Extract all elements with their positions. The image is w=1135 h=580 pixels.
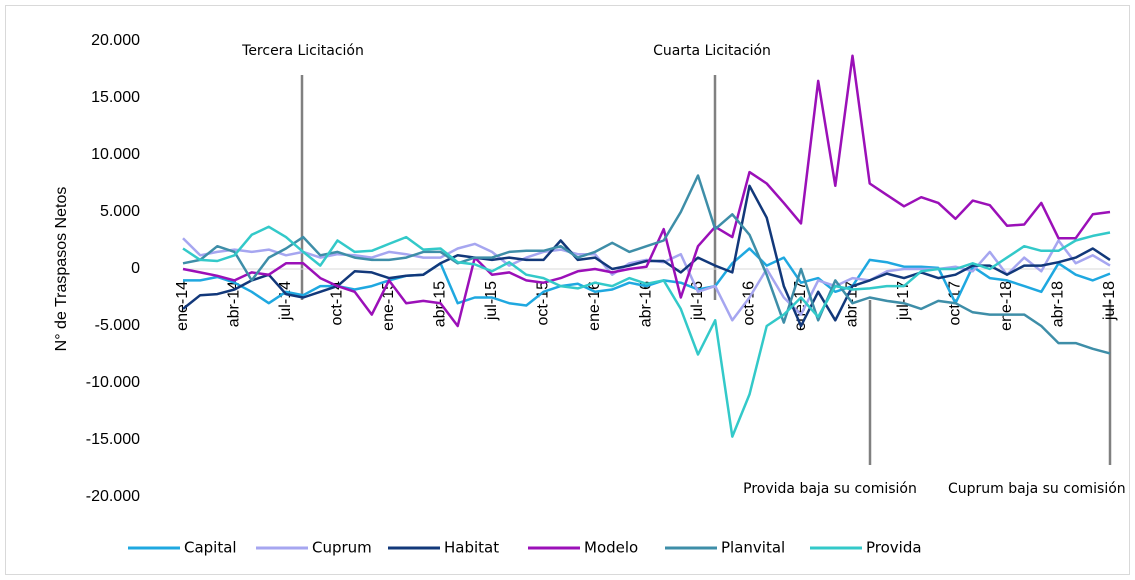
x-tick-label: jul-18 — [1101, 281, 1118, 321]
x-tick-label: ene-15 — [380, 281, 397, 331]
x-tick-label: abr-16 — [638, 281, 655, 327]
annotation: Cuprum baja su comisión — [948, 481, 1126, 497]
series-line — [182, 225, 1111, 438]
x-tick-label: abr-18 — [1050, 281, 1067, 327]
legend-label: Habitat — [444, 539, 499, 557]
y-tick-label: 0 — [131, 260, 140, 277]
y-tick-label: -5.000 — [95, 317, 140, 334]
y-tick-label: 5.000 — [100, 203, 140, 220]
legend-label: Cuprum — [312, 539, 372, 557]
x-tick-label: oct-15 — [535, 281, 552, 326]
annotation: Provida baja su comisión — [743, 481, 917, 497]
y-tick-label: 20.000 — [91, 32, 140, 49]
x-tick-label: jul-17 — [895, 281, 912, 321]
legend-label: Capital — [184, 539, 237, 557]
plot: 20.000 15.000 10.000 5.000 0 -5.000 -10.000 -15… — [86, 32, 1119, 556]
chart-border — [5, 5, 1130, 575]
y-tick-label: 15.000 — [91, 89, 140, 106]
y-tick-label: 10.000 — [91, 146, 140, 163]
annotation: Tercera Licitación — [241, 43, 364, 59]
x-tick-label: oct-14 — [329, 281, 346, 326]
legend-label: Provida — [866, 539, 922, 557]
x-tick-label: jul-14 — [277, 281, 294, 321]
y-tick-label: -20.000 — [86, 488, 140, 505]
series-line — [182, 174, 1111, 355]
x-tick-label: ene-18 — [998, 281, 1015, 331]
y-axis-label: N° de Traspasos Netos — [53, 187, 70, 352]
x-tick-label: ene-16 — [586, 281, 603, 331]
y-tick-label: -15.000 — [86, 431, 140, 448]
x-tick-label: jul-15 — [483, 281, 500, 321]
legend-label: Planvital — [721, 539, 785, 557]
x-tick-label: ene-14 — [174, 281, 191, 331]
y-tick-label: -10.000 — [86, 374, 140, 391]
x-tick-label: abr-14 — [226, 281, 243, 327]
series-line — [182, 54, 1111, 328]
legend-label: Modelo — [584, 539, 638, 557]
annotation: Cuarta Licitación — [653, 43, 771, 59]
